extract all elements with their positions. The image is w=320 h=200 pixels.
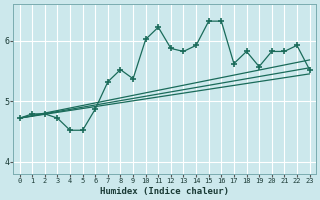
X-axis label: Humidex (Indice chaleur): Humidex (Indice chaleur) <box>100 187 229 196</box>
